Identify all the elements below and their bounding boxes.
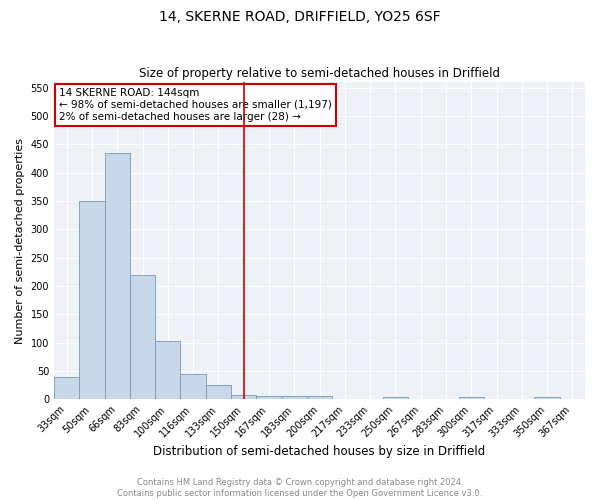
Bar bbox=[458, 398, 484, 399]
Bar bbox=[206, 385, 231, 399]
Bar bbox=[54, 376, 79, 399]
Y-axis label: Number of semi-detached properties: Number of semi-detached properties bbox=[15, 138, 25, 344]
Bar bbox=[231, 394, 256, 399]
Bar bbox=[256, 396, 281, 399]
Bar bbox=[383, 397, 408, 399]
Text: 14, SKERNE ROAD, DRIFFIELD, YO25 6SF: 14, SKERNE ROAD, DRIFFIELD, YO25 6SF bbox=[159, 10, 441, 24]
Bar bbox=[281, 396, 307, 399]
Bar bbox=[307, 396, 332, 399]
Bar bbox=[79, 201, 104, 399]
Text: 14 SKERNE ROAD: 144sqm
← 98% of semi-detached houses are smaller (1,197)
2% of s: 14 SKERNE ROAD: 144sqm ← 98% of semi-det… bbox=[59, 88, 332, 122]
Title: Size of property relative to semi-detached houses in Driffield: Size of property relative to semi-detach… bbox=[139, 66, 500, 80]
X-axis label: Distribution of semi-detached houses by size in Driffield: Distribution of semi-detached houses by … bbox=[154, 444, 485, 458]
Bar bbox=[535, 397, 560, 399]
Bar bbox=[104, 153, 130, 399]
Bar bbox=[130, 274, 155, 399]
Bar bbox=[155, 342, 181, 399]
Text: Contains HM Land Registry data © Crown copyright and database right 2024.
Contai: Contains HM Land Registry data © Crown c… bbox=[118, 478, 482, 498]
Bar bbox=[181, 374, 206, 399]
